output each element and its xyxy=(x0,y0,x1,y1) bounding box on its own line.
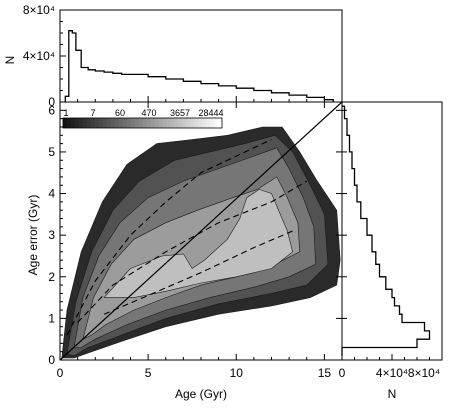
colorbar-swatch xyxy=(182,118,187,128)
colorbar-swatch xyxy=(206,118,211,128)
colorbar-label: 470 xyxy=(141,108,156,118)
y-tick-label: 4 xyxy=(48,187,55,201)
colorbar-swatch xyxy=(98,118,104,128)
colorbar-swatch xyxy=(66,118,72,128)
y-tick-label: 0 xyxy=(48,353,55,367)
x-tick-label: 10 xyxy=(230,366,244,380)
y-tick-label: 3 xyxy=(48,228,55,242)
main-ticks: 0 5 10 15 0 1 2 3 4 5 6 xyxy=(48,102,342,380)
y-tick-label: 1 xyxy=(48,311,55,325)
colorbar-swatch xyxy=(110,118,116,128)
colorbar-label: 60 xyxy=(115,108,125,118)
colorbar-label: 28444 xyxy=(198,108,223,118)
right-x-tick-label: 4×10⁴ xyxy=(376,366,408,380)
right-x-tick-label: 8×10⁴ xyxy=(408,366,440,380)
colorbar-swatch xyxy=(154,118,159,128)
colorbar-swatch xyxy=(198,118,203,128)
one-to-one-line xyxy=(59,101,343,361)
main-ylabel: Age error (Gyr) xyxy=(26,195,40,276)
colorbar-swatch xyxy=(174,118,179,128)
main-xlabel: Age (Gyr) xyxy=(175,387,227,401)
right-histogram-line xyxy=(341,105,431,356)
colorbar-swatch xyxy=(142,118,147,128)
colorbar-swatch xyxy=(102,118,108,128)
top-y-tick-label: 4×10⁴ xyxy=(23,49,55,63)
colorbar-swatch xyxy=(146,118,151,128)
colorbar-swatch xyxy=(210,118,215,128)
colorbar-swatch xyxy=(78,118,84,128)
colorbar-swatch xyxy=(166,118,171,128)
colorbar-swatch xyxy=(218,118,223,128)
right-histogram-xlabel: N xyxy=(388,387,397,401)
top-y-tick-label: 0 xyxy=(48,95,55,109)
top-y-tick-label: 8×10⁴ xyxy=(23,3,55,17)
colorbar-swatch xyxy=(194,118,199,128)
colorbar-swatch xyxy=(150,118,155,128)
colorbar-swatch xyxy=(162,118,167,128)
right-x-tick-label: 0 xyxy=(339,366,346,380)
colorbar-swatch xyxy=(74,118,80,128)
colorbar-swatch xyxy=(70,118,76,128)
colorbar-swatch xyxy=(202,118,207,128)
colorbar-swatch xyxy=(190,118,195,128)
colorbar-swatch xyxy=(122,118,128,128)
x-tick-label: 0 xyxy=(57,366,64,380)
dashed-trend-line-1 xyxy=(66,139,272,336)
colorbar-label: 3657 xyxy=(170,108,190,118)
colorbar-swatch xyxy=(138,118,143,128)
colorbar-swatch xyxy=(170,118,175,128)
right-histogram-frame xyxy=(341,101,443,361)
colorbar-swatch xyxy=(178,118,183,128)
colorbar-swatch xyxy=(186,118,191,128)
top-histogram-panel: 0 4×10⁴ 8×10⁴ N xyxy=(3,3,343,109)
colorbar-swatch xyxy=(90,118,96,128)
colorbar-swatch xyxy=(86,118,92,128)
top-histogram-line xyxy=(64,30,334,103)
dashed-trend-line-3 xyxy=(103,230,293,315)
colorbar-swatch xyxy=(118,118,124,128)
colorbar-swatch xyxy=(114,118,120,128)
colorbar-swatch xyxy=(158,118,163,128)
right-histogram-ticks: 0 4×10⁴ 8×10⁴ xyxy=(339,109,443,380)
colorbar-swatch xyxy=(130,118,136,128)
colorbar-swatch xyxy=(94,118,100,128)
x-tick-label: 5 xyxy=(145,366,152,380)
colorbar-swatch xyxy=(126,118,132,128)
y-tick-label: 5 xyxy=(48,145,55,159)
top-histogram-frame xyxy=(59,9,343,103)
colorbar-label: 7 xyxy=(90,108,95,118)
x-tick-label: 15 xyxy=(318,366,332,380)
colorbar-swatch xyxy=(134,118,140,128)
main-density-panel: 0 5 10 15 0 1 2 3 4 5 6 1 7 60 470 3657 28444 Age (Gyr)… xyxy=(26,101,343,401)
right-histogram-panel: 0 4×10⁴ 8×10⁴ N xyxy=(339,101,443,401)
colorbar-label: 1 xyxy=(63,108,68,118)
dashed-trend-line-2 xyxy=(77,180,308,323)
colorbar: 1 7 60 470 3657 28444 xyxy=(62,108,224,129)
colorbar-swatch xyxy=(82,118,88,128)
colorbar-frame xyxy=(62,117,223,129)
y-tick-label: 2 xyxy=(48,270,55,284)
colorbar-swatch xyxy=(214,118,219,128)
y-tick-label: 6 xyxy=(48,103,55,117)
colorbar-swatch xyxy=(63,118,68,128)
top-histogram-ylabel: N xyxy=(3,56,17,65)
colorbar-swatch xyxy=(106,118,112,128)
contour-level-3657 xyxy=(103,189,293,298)
density-contours xyxy=(61,126,341,359)
reference-lines xyxy=(59,101,343,361)
